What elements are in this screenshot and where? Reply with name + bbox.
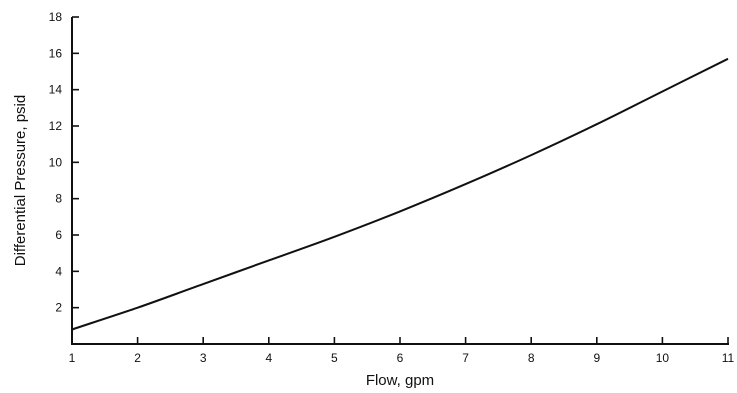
x-tick-label: 4 — [265, 351, 272, 365]
x-tick-label: 5 — [331, 351, 338, 365]
y-tick-label: 6 — [55, 228, 62, 242]
y-tick-label: 2 — [55, 301, 62, 315]
x-tick-label: 2 — [134, 351, 141, 365]
y-tick-label: 10 — [49, 155, 63, 169]
x-tick-label: 7 — [462, 351, 469, 365]
x-tick-label: 11 — [722, 351, 735, 365]
x-tick-label: 3 — [200, 351, 207, 365]
x-tick-label: 1 — [69, 351, 76, 365]
series-line — [71, 57, 729, 331]
x-tick-label: 8 — [528, 351, 535, 365]
y-tick-label: 16 — [49, 46, 63, 60]
y-tick-label: 4 — [55, 264, 62, 278]
x-tick-label: 10 — [656, 351, 670, 365]
plot-area — [71, 57, 729, 331]
y-tick-label: 12 — [49, 119, 63, 133]
y-tick-label: 14 — [49, 83, 63, 97]
x-tick-label: 9 — [593, 351, 600, 365]
x-axis-title: Flow, gpm — [366, 372, 434, 389]
x-tick-label: 6 — [397, 351, 404, 365]
y-tick-label: 18 — [49, 10, 63, 24]
y-tick-label: 8 — [55, 192, 62, 206]
y-axis-title: Differential Pressure, psid — [12, 95, 29, 266]
